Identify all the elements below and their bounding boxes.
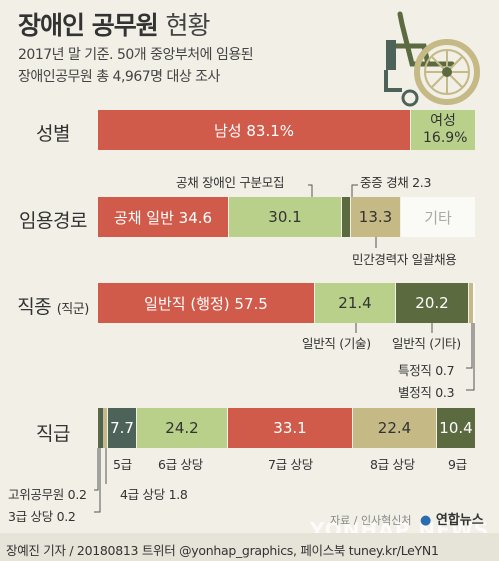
note-grade7: 7급 상당 — [268, 457, 313, 472]
label-female: 여성 16.9% — [423, 113, 468, 146]
segment-grade4 — [103, 408, 108, 448]
segment-open-disabled: 30.1 — [229, 197, 342, 237]
label-grade8-value: 22.4 — [377, 419, 412, 437]
wheelchair-icon — [384, 11, 480, 107]
note-grade4: 4급 상당 1.8 — [120, 487, 188, 502]
note-open-disabled: 공채 장애인 구분모집 — [176, 175, 285, 190]
segment-general-admin: 일반직 (행정) 57.5 — [98, 283, 315, 323]
note-senior: 고위공무원 0.2 — [8, 487, 87, 502]
segment-senior — [98, 408, 100, 448]
footer-bar — [0, 533, 499, 561]
credit-line: 장예진 기자 / 20180813 트위터 @yonhap_graphics, … — [6, 543, 439, 558]
segment-grade7: 33.1 — [228, 408, 353, 448]
row-label-jobtype-main: 직종 — [17, 296, 52, 318]
segment-other: 기타 — [401, 197, 475, 237]
note-private-career: 민간경력자 일괄채용 — [352, 252, 457, 267]
note-grade6: 6급 상당 — [158, 457, 203, 472]
row-label-gender: 성별 — [36, 123, 70, 145]
label-grade6-value: 24.2 — [165, 419, 199, 437]
label-other: 기타 — [424, 208, 452, 227]
segment-grade3 — [100, 408, 103, 448]
segment-grade9: 10.4 — [437, 408, 475, 448]
note-grade9: 9급 — [448, 457, 467, 472]
label-grade9-value: 10.4 — [439, 419, 473, 437]
label-general-tech-value: 21.4 — [338, 294, 372, 312]
label-open-general: 공채 일반 34.6 — [113, 208, 213, 227]
note-general-tech: 일반직 (기술) — [302, 336, 371, 351]
label-private-career-value: 13.3 — [358, 208, 393, 226]
note-grade3: 3급 상당 0.2 — [8, 509, 76, 524]
segment-grade5: 7.7 — [108, 408, 137, 448]
note-grade5: 5급 — [113, 457, 132, 472]
row-label-jobtype: 직종 (직군) — [8, 292, 98, 319]
subtitle-line-2: 장애인공무원 총 4,967명 대상 조사 — [18, 69, 220, 85]
row-label-grade: 직급 — [36, 423, 70, 445]
segment-grade6: 24.2 — [137, 408, 228, 448]
segment-severe — [342, 197, 351, 237]
segment-grade8: 22.4 — [353, 408, 437, 448]
row-label-jobtype-small: (직군) — [56, 302, 90, 317]
segment-exempt — [473, 283, 475, 323]
route-bar: 공채 일반 34.6 30.1 13.3 기타 — [98, 197, 475, 237]
title-sub: 현황 — [165, 11, 210, 40]
grade-bar: 7.7 24.2 33.1 22.4 10.4 — [98, 408, 475, 448]
note-severe: 중증 경채 2.3 — [360, 175, 432, 190]
subtitle-line-1: 2017년 말 기준. 50개 중앙부처에 임용된 — [18, 47, 254, 63]
gender-bar: 남성 83.1% 여성 16.9% — [98, 110, 475, 150]
segment-general-other: 20.2 — [396, 283, 469, 323]
page-title: 장애인 공무원 현황 — [18, 6, 210, 42]
yonhap-logo: ● 연합뉴스 — [420, 509, 484, 528]
segment-open-general: 공채 일반 34.6 — [98, 197, 229, 237]
row-label-route: 임용경로 — [19, 210, 87, 232]
note-grade8: 8급 상당 — [370, 457, 415, 472]
title-main: 장애인 공무원 — [18, 11, 159, 40]
label-grade5-value: 7.7 — [110, 419, 134, 437]
logo-text: 연합뉴스 — [435, 513, 484, 528]
label-grade7-value: 33.1 — [273, 419, 307, 437]
label-general-other-value: 20.2 — [415, 294, 449, 312]
logo-mark-icon: ● — [420, 513, 432, 528]
segment-male: 남성 83.1% — [98, 110, 411, 150]
segment-general-tech: 21.4 — [315, 283, 396, 323]
note-exempt: 별정직 0.3 — [398, 385, 455, 400]
label-general-admin: 일반직 (행정) 57.5 — [144, 294, 268, 313]
note-general-other: 일반직 (기타) — [392, 336, 461, 351]
label-male: 남성 83.1% — [213, 121, 295, 140]
note-special: 특정직 0.7 — [398, 363, 455, 378]
segment-female: 여성 16.9% — [411, 110, 475, 150]
jobtype-bar: 일반직 (행정) 57.5 21.4 20.2 — [98, 283, 475, 323]
segment-special — [469, 283, 473, 323]
label-open-disabled: 30.1 — [268, 208, 302, 226]
source-note: 자료 / 인사혁신처 — [330, 514, 412, 527]
segment-private-career: 13.3 — [351, 197, 401, 237]
